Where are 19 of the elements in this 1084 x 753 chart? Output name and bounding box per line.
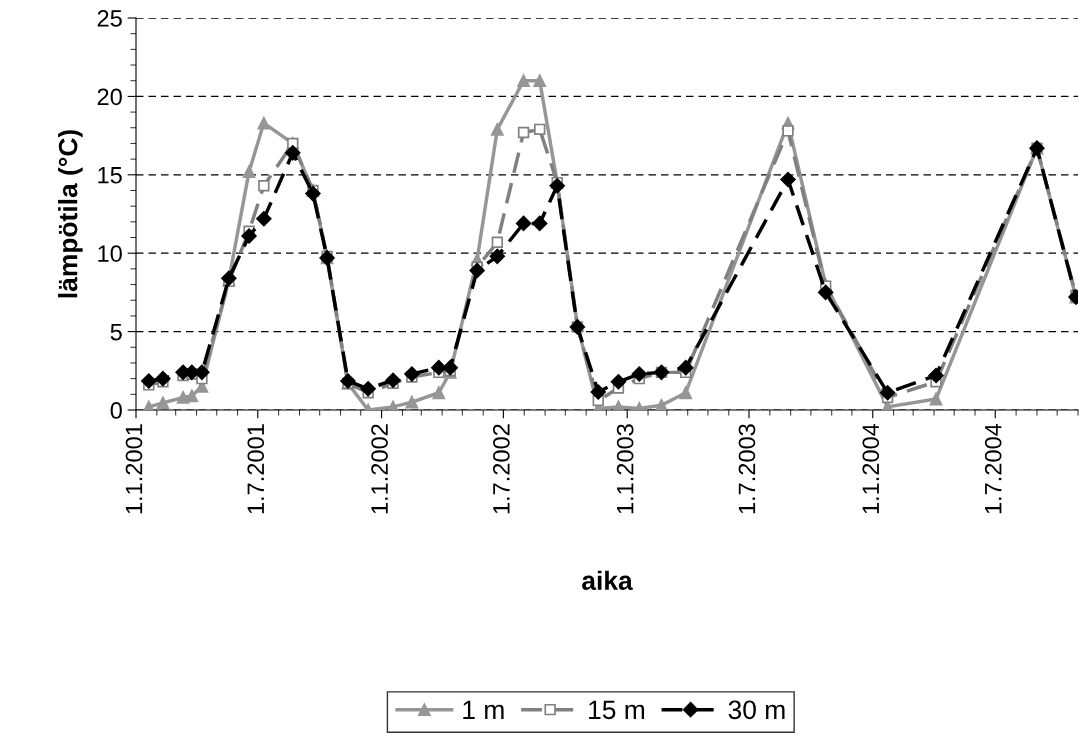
- y-tick-label: 0: [110, 402, 122, 419]
- legend-label: 30 m: [728, 700, 785, 720]
- x-axis-title: aika: [582, 570, 633, 591]
- y-tick-label: 25: [97, 10, 122, 27]
- legend-label: 15 m: [589, 700, 645, 720]
- y-tick-label: 5: [110, 323, 122, 341]
- y-axis-title: lämpötila (°C): [58, 130, 83, 298]
- y-tick-label: 15: [98, 167, 122, 184]
- x-tick-label: 1.1.2004: [862, 423, 880, 514]
- x-tick-label: 1.7.2003: [738, 424, 756, 514]
- legend-label: 1 m: [463, 700, 504, 719]
- x-tick-label: 1.1.2003: [616, 424, 634, 514]
- x-tick-label: 1.1.2002: [371, 424, 388, 514]
- x-tick-label: 1.1.2001: [125, 424, 143, 514]
- x-tick-label: 1.7.2001: [247, 424, 265, 514]
- y-tick-label: 10: [98, 245, 122, 262]
- x-tick-label: 1.7.2002: [493, 424, 510, 514]
- x-tick-label: 1.7.2004: [984, 423, 1002, 514]
- y-tick-label: 20: [97, 88, 122, 106]
